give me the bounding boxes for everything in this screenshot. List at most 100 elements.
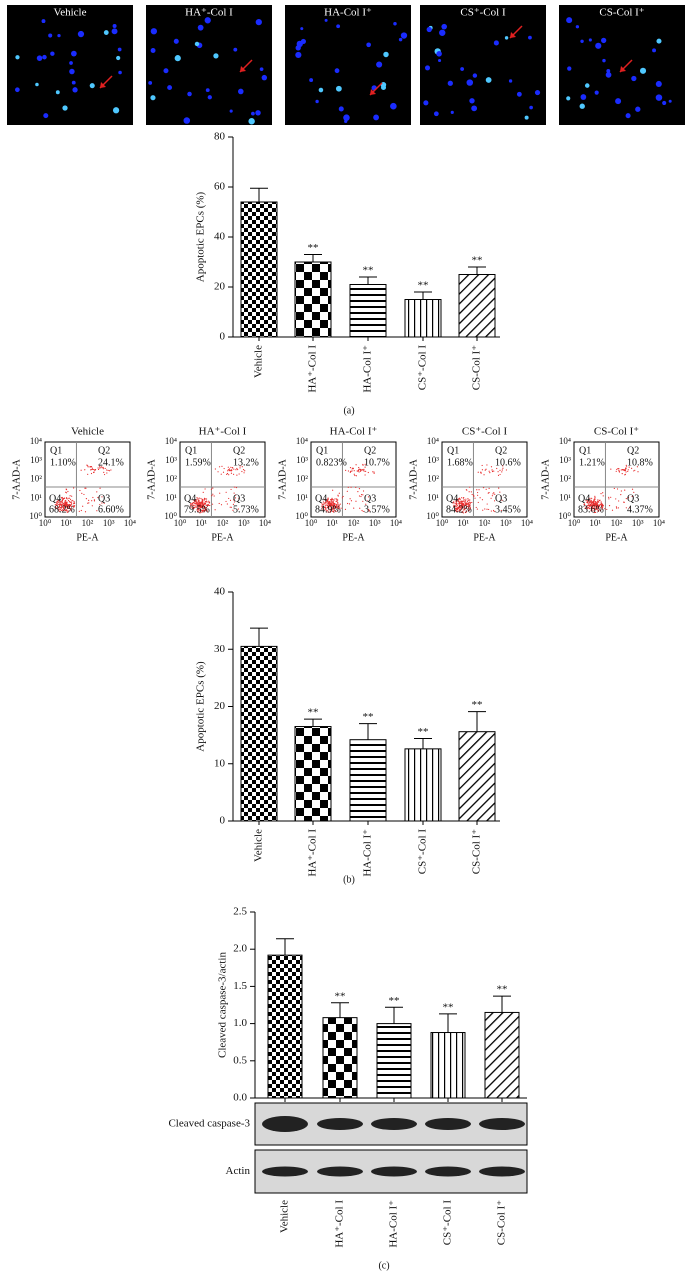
event-dot xyxy=(498,487,500,489)
event-dot xyxy=(235,469,237,471)
event-dot xyxy=(365,470,367,472)
event-dot xyxy=(190,503,192,505)
nucleus xyxy=(167,85,173,91)
event-dot xyxy=(191,507,194,509)
micrograph xyxy=(420,5,546,125)
event-dot xyxy=(364,466,366,468)
event-dot xyxy=(332,504,334,507)
event-dot xyxy=(80,469,82,471)
event-dot xyxy=(197,500,199,502)
event-dot xyxy=(462,512,464,514)
event-dot xyxy=(470,491,472,493)
event-dot xyxy=(200,511,202,513)
event-dot xyxy=(91,500,93,502)
nucleus xyxy=(516,91,522,97)
flow-x-tick: 10¹ xyxy=(195,518,207,528)
event-dot xyxy=(328,511,330,513)
panel-label: (b) xyxy=(343,874,355,885)
event-dot xyxy=(483,474,485,476)
nucleus xyxy=(504,36,509,40)
event-dot xyxy=(195,499,197,501)
nucleus xyxy=(71,80,76,85)
event-dot xyxy=(58,505,61,508)
event-dot xyxy=(617,507,619,509)
event-dot xyxy=(331,498,334,500)
event-dot xyxy=(325,509,327,511)
quadrant-name: Q4 xyxy=(315,493,327,504)
event-dot xyxy=(201,500,204,502)
event-dot xyxy=(229,499,232,501)
quadrant-percent: 4.37% xyxy=(627,504,653,515)
event-dot xyxy=(477,494,479,496)
event-dot xyxy=(195,503,197,505)
event-dot xyxy=(202,491,204,493)
event-dot xyxy=(241,466,243,468)
significance: ** xyxy=(363,711,374,723)
quadrant-name: Q3 xyxy=(627,493,639,504)
event-dot xyxy=(618,500,620,502)
event-dot xyxy=(461,497,463,499)
event-dot xyxy=(61,503,64,505)
event-dot xyxy=(57,499,59,502)
event-dot xyxy=(330,507,333,509)
event-dot xyxy=(501,471,503,473)
event-dot xyxy=(329,510,331,512)
event-dot xyxy=(364,474,366,476)
quadrant-name: Q4 xyxy=(184,493,196,504)
event-dot xyxy=(326,511,328,513)
event-dot xyxy=(459,499,461,501)
event-dot xyxy=(602,495,604,497)
nucleus xyxy=(460,67,465,71)
event-dot xyxy=(361,509,363,512)
event-dot xyxy=(81,492,83,494)
event-dot xyxy=(58,506,60,509)
nucleus xyxy=(580,39,584,44)
event-dot xyxy=(68,504,70,506)
nucleus xyxy=(493,40,499,46)
event-dot xyxy=(103,471,105,473)
nucleus xyxy=(255,19,262,26)
event-dot xyxy=(618,469,620,471)
event-dot xyxy=(84,469,86,471)
event-dot xyxy=(615,498,617,500)
event-dot xyxy=(332,507,334,509)
event-dot xyxy=(625,497,627,500)
nucleus xyxy=(524,115,529,120)
nucleus xyxy=(383,51,389,58)
event-dot xyxy=(338,504,340,506)
bar xyxy=(430,1032,466,1099)
nucleus xyxy=(639,67,647,74)
micrograph xyxy=(285,5,411,125)
event-dot xyxy=(468,499,470,501)
event-dot xyxy=(97,467,99,469)
event-dot xyxy=(334,509,336,511)
event-dot xyxy=(337,499,339,501)
nucleus xyxy=(635,106,641,112)
event-dot xyxy=(192,502,194,505)
event-dot xyxy=(71,502,73,504)
event-dot xyxy=(87,473,89,475)
event-dot xyxy=(474,497,476,499)
event-dot xyxy=(214,509,216,511)
event-dot xyxy=(500,495,502,497)
event-dot xyxy=(332,510,334,512)
event-dot xyxy=(597,509,599,512)
nucleus xyxy=(57,34,61,38)
event-dot xyxy=(65,509,67,511)
event-dot xyxy=(458,509,460,511)
flow-y-tick: 10¹ xyxy=(427,492,439,502)
event-dot xyxy=(207,503,209,506)
event-dot xyxy=(593,507,595,510)
event-dot xyxy=(484,469,486,471)
event-dot xyxy=(198,502,200,504)
event-dot xyxy=(230,469,233,471)
event-dot xyxy=(341,497,344,499)
nucleus xyxy=(112,107,120,114)
event-dot xyxy=(481,499,484,501)
event-dot xyxy=(623,469,625,471)
event-dot xyxy=(469,509,471,511)
event-dot xyxy=(225,491,227,493)
event-dot xyxy=(323,502,325,504)
event-dot xyxy=(60,509,63,512)
